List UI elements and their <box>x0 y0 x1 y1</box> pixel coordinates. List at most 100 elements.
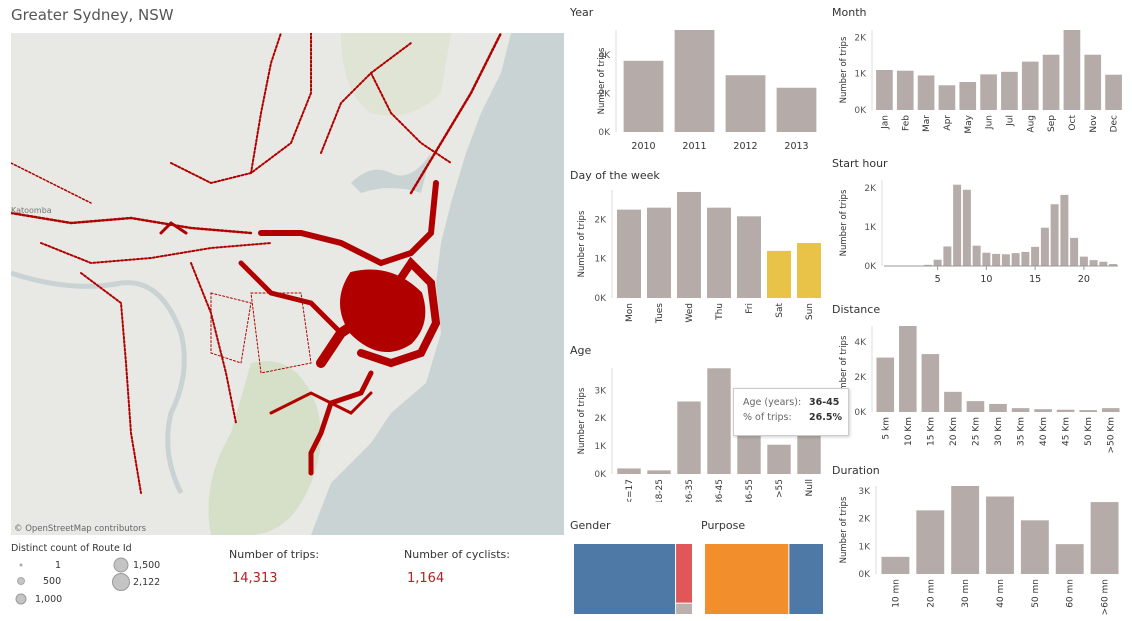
distance-chart[interactable]: Number of trips 0K 2K 4K 5 km 10 Km 15 Km 20 Km… <box>828 320 1128 456</box>
legend-label-2122: 2,122 <box>133 577 161 588</box>
duration-bar[interactable] <box>951 486 980 574</box>
hour-bar[interactable] <box>1001 254 1010 266</box>
distance-bar[interactable] <box>1056 409 1075 412</box>
month-bar[interactable] <box>917 75 935 110</box>
distance-bar[interactable] <box>989 403 1007 412</box>
dow-bar[interactable] <box>647 207 671 298</box>
year-bar[interactable] <box>623 60 664 133</box>
legend-circle-1 <box>19 563 23 567</box>
duration-bar[interactable] <box>916 510 945 574</box>
duration-x-tick: 40 mn <box>996 579 1006 608</box>
age-bar[interactable] <box>767 444 791 474</box>
duration-y-tick: 3K <box>858 487 871 497</box>
gender-segment[interactable] <box>676 603 692 614</box>
hour-bar[interactable] <box>972 245 981 266</box>
month-bar[interactable] <box>1105 74 1122 110</box>
hour-chart[interactable]: Number of trips 0K 1K 2K 5 10 15 20 <box>828 174 1128 292</box>
dow-x-tick: Thu <box>715 303 725 321</box>
distance-bar[interactable] <box>876 357 895 412</box>
month-bar[interactable] <box>980 74 997 110</box>
duration-bar[interactable] <box>986 496 1014 574</box>
age-bar[interactable] <box>617 468 641 474</box>
hour-bar[interactable] <box>982 252 991 266</box>
distance-bar[interactable] <box>1079 410 1097 412</box>
hour-bar[interactable] <box>1070 237 1079 266</box>
gender-chart[interactable] <box>574 544 692 614</box>
tooltip-pct-label: % of trips: <box>743 412 792 423</box>
age-bar[interactable] <box>677 401 701 474</box>
duration-bar[interactable] <box>881 556 910 574</box>
hour-bar[interactable] <box>933 259 942 266</box>
year-bar[interactable] <box>776 87 817 132</box>
distance-bar[interactable] <box>1011 408 1030 412</box>
hour-bar[interactable] <box>992 253 1001 266</box>
duration-chart[interactable]: Number of trips 0K 1K 2K 3K 10 mn 20 mn 30 mn 40… <box>828 480 1128 618</box>
hour-bar[interactable] <box>1040 227 1049 266</box>
legend-circle-1000 <box>15 593 27 605</box>
year-chart[interactable]: Number of trips 0K 2K 4K 2010 2011 2012 2013 <box>566 24 826 160</box>
hour-bar[interactable] <box>943 246 952 266</box>
purpose-segment[interactable] <box>705 544 789 614</box>
hour-bar[interactable] <box>1079 256 1088 266</box>
dow-bar[interactable] <box>707 207 731 298</box>
dow-bar[interactable] <box>737 216 761 298</box>
duration-bar[interactable] <box>1020 520 1049 574</box>
distance-bar[interactable] <box>944 391 962 412</box>
distance-x-tick: 35 Km <box>1017 417 1027 446</box>
month-bar[interactable] <box>1021 61 1039 110</box>
dow-bar[interactable] <box>797 243 821 298</box>
distance-bar[interactable] <box>899 326 917 412</box>
distance-bar[interactable] <box>921 354 940 412</box>
month-bar[interactable] <box>938 85 956 110</box>
hour-title: Start hour <box>832 157 888 170</box>
duration-bar[interactable] <box>1055 544 1084 574</box>
month-bar[interactable] <box>1063 30 1081 110</box>
hour-y-tick: 1K <box>864 223 877 233</box>
age-x-tick: 18-25 <box>655 479 665 502</box>
dow-chart[interactable]: Number of trips 0K 1K 2K Mon Tues Wed Thu Fri Sat… <box>566 186 826 332</box>
month-bar[interactable] <box>1084 54 1102 110</box>
national-park <box>208 361 321 535</box>
month-bar[interactable] <box>896 70 914 110</box>
hour-y-tick: 2K <box>864 184 877 194</box>
dow-y-tick: 1K <box>594 255 607 265</box>
hour-bar[interactable] <box>1089 260 1098 266</box>
map-title: Greater Sydney, NSW <box>11 6 174 24</box>
distance-bar[interactable] <box>966 401 985 412</box>
month-y-tick: 0K <box>854 106 867 116</box>
month-chart[interactable]: Number of trips 0K 1K 2K Jan Feb Mar Apr May Jun J… <box>828 24 1128 146</box>
hour-bar[interactable] <box>953 184 962 266</box>
hour-bar[interactable] <box>1060 194 1069 266</box>
gender-segment[interactable] <box>574 544 676 614</box>
hour-bar[interactable] <box>1011 253 1020 266</box>
dow-bar[interactable] <box>617 209 641 298</box>
distance-bar[interactable] <box>1101 408 1120 412</box>
distance-bar[interactable] <box>1034 409 1052 412</box>
month-bar[interactable] <box>1042 54 1060 110</box>
route-map[interactable]: Katoomba © OpenStreetMap contributors <box>11 33 564 535</box>
month-bar[interactable] <box>1001 71 1018 110</box>
hour-bar[interactable] <box>1099 261 1108 266</box>
age-chart[interactable]: Number of trips 0K 1K 2K 3K <=17 18-25 26-35 36-… <box>566 362 826 502</box>
distance-x-tick: >50 Km <box>1107 417 1117 454</box>
hour-bar[interactable] <box>1021 251 1030 266</box>
purpose-segment[interactable] <box>789 544 823 614</box>
age-bar[interactable] <box>707 368 731 474</box>
month-bar[interactable] <box>959 82 977 110</box>
hour-bar[interactable] <box>923 264 932 266</box>
dow-bar[interactable] <box>767 250 791 298</box>
duration-bar[interactable] <box>1090 502 1119 574</box>
year-x-tick: 2010 <box>631 141 655 152</box>
hour-bar[interactable] <box>1031 246 1040 266</box>
dow-bar[interactable] <box>677 191 701 298</box>
age-bar[interactable] <box>647 470 671 474</box>
age-bar[interactable] <box>737 427 761 474</box>
year-bar[interactable] <box>725 75 766 132</box>
hour-bar[interactable] <box>962 189 971 266</box>
gender-segment[interactable] <box>676 544 692 603</box>
month-bar[interactable] <box>876 70 893 110</box>
purpose-chart[interactable] <box>705 544 823 614</box>
year-bar[interactable] <box>674 30 715 132</box>
hour-bar[interactable] <box>1109 264 1118 266</box>
hour-bar[interactable] <box>1050 204 1059 266</box>
